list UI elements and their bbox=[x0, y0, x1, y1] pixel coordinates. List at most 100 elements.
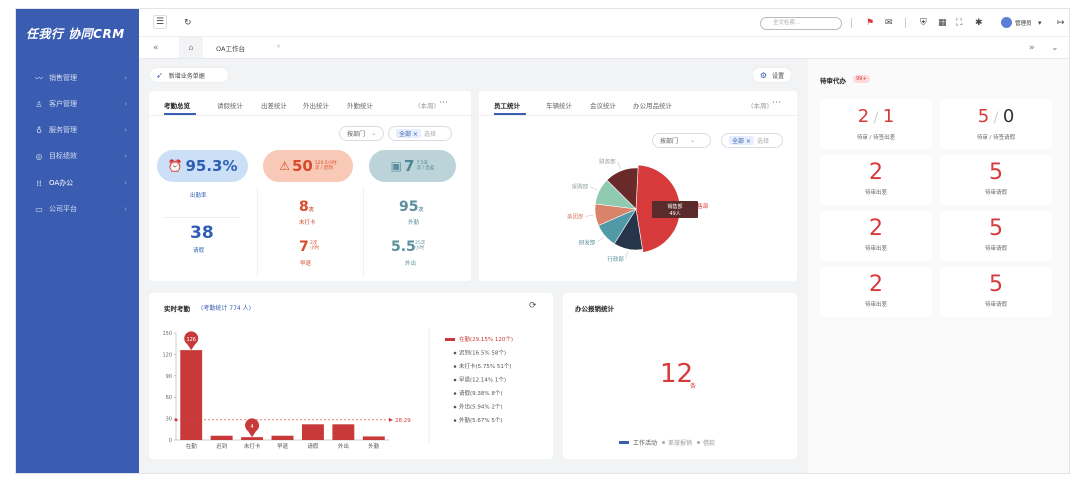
average-line-arrow bbox=[389, 417, 393, 422]
todo-card-trip[interactable]: 2 待审出差 bbox=[820, 211, 932, 261]
sidebar-item-service[interactable]: ♁ 服务管理 › bbox=[16, 117, 139, 143]
sidebar-item-oa[interactable]: ⁞⁞ OA办公 › bbox=[16, 170, 139, 196]
todo-title: 待审代办 bbox=[820, 77, 846, 85]
legend-dot bbox=[453, 405, 457, 409]
expense-unit: 条 bbox=[690, 383, 697, 390]
todo-card-leave-pending-sign[interactable]: 5 / 0 待审 / 待签请假 bbox=[940, 99, 1052, 149]
chevron-right-icon: › bbox=[124, 205, 127, 213]
double-chevron-right-icon[interactable]: » bbox=[1029, 43, 1035, 53]
absent-value: 8次 bbox=[299, 199, 314, 215]
caret-down-icon[interactable]: ▾ bbox=[1038, 19, 1042, 27]
bar bbox=[301, 424, 324, 440]
more-icon[interactable]: ⋯ bbox=[772, 98, 781, 108]
sidebar-item-platform[interactable]: ▭ 公司平台 › bbox=[35, 204, 127, 214]
chevron-right-icon: › bbox=[124, 152, 127, 160]
tab-field-stats[interactable]: 外勤统计 bbox=[347, 102, 373, 110]
filter-tag: 全部 × bbox=[396, 129, 421, 138]
y-tick-label: 90 bbox=[166, 374, 172, 380]
qrcode-icon[interactable]: ▦ bbox=[938, 18, 947, 28]
more-icon[interactable]: ⋯ bbox=[439, 98, 448, 108]
tab-outing-stats[interactable]: 外出统计 bbox=[303, 102, 329, 110]
grid-icon: ⁞⁞ bbox=[36, 178, 42, 188]
y-tick-label: 0 bbox=[169, 438, 172, 444]
sidebar-item-customers[interactable]: ♙ 客户管理 › bbox=[35, 99, 127, 109]
x-tick-label: 迟到 bbox=[216, 442, 227, 450]
tab-bar: « ⌂ OA工作台 × » ⌄ bbox=[139, 37, 1069, 59]
expense-title: 办公报销统计 bbox=[575, 305, 614, 313]
active-tab-underline bbox=[494, 113, 526, 115]
chevron-right-icon: › bbox=[124, 179, 127, 187]
mail-icon[interactable]: ✉ bbox=[885, 18, 893, 28]
legend-item: 外出(5.94% 2个) bbox=[459, 403, 503, 411]
avatar[interactable] bbox=[1001, 17, 1012, 28]
y-tick-label: 120 bbox=[162, 352, 172, 358]
settings-button[interactable]: ⚙ 设置 bbox=[752, 67, 792, 83]
app-window: 任我行 协同CRM 〰销售管理 › ♙ 客户管理 › ♁ 服务管理 › ◎ 目标绩效 › ⁞⁞… bbox=[15, 8, 1070, 474]
double-chevron-left-icon[interactable]: « bbox=[153, 43, 159, 53]
close-icon[interactable]: × bbox=[276, 43, 282, 50]
expense-value: 12 bbox=[660, 359, 694, 389]
menu-toggle-icon[interactable]: ☰ bbox=[153, 15, 167, 29]
shield-icon[interactable]: ⛨ bbox=[920, 18, 927, 28]
divider bbox=[851, 18, 852, 28]
dept-select[interactable]: 按部门 ⌄ bbox=[339, 126, 385, 141]
user-name[interactable]: 管理员 bbox=[1015, 21, 1032, 27]
todo-card-trip[interactable]: 2 待审出差 bbox=[820, 267, 932, 317]
chart-icon: 〰 bbox=[35, 73, 43, 83]
rocket-icon: ➶ bbox=[156, 70, 163, 80]
logout-icon[interactable]: ↦ bbox=[1057, 18, 1065, 28]
tab-leave-stats[interactable]: 请假统计 bbox=[217, 102, 243, 110]
refresh-icon[interactable]: ↻ bbox=[184, 18, 192, 28]
todo-card-trip-pending-sign[interactable]: 2 / 1 待审 / 待签出差 bbox=[820, 99, 932, 149]
x-tick-label: 在勤 bbox=[186, 442, 198, 450]
pie-leader-line bbox=[625, 251, 628, 260]
chevron-down-icon: ⌄ bbox=[690, 137, 696, 144]
todo-card-trip[interactable]: 2 待审出差 bbox=[820, 155, 932, 205]
tab-attendance-overview[interactable]: 考勤总览 bbox=[164, 102, 190, 110]
average-line-label: 28.29 bbox=[395, 418, 411, 424]
todo-panel: 待审代办 99+ 2 / 1 待审 / 待签出差 5 / 0 待审 / 待签请假… bbox=[808, 59, 1069, 473]
filter-select[interactable]: 全部 × 选择 bbox=[388, 126, 452, 141]
leave-label: 请假 bbox=[193, 248, 205, 254]
sidebar-item-sales[interactable]: 〰销售管理 › bbox=[35, 73, 127, 83]
target-icon: ◎ bbox=[35, 151, 43, 161]
dept-select[interactable]: 按部门 ⌄ bbox=[652, 133, 711, 148]
settings-icon[interactable]: ✱ bbox=[975, 18, 983, 28]
filter-select[interactable]: 全部 × 选择 bbox=[721, 133, 783, 148]
tab-supplies-stats[interactable]: 办公用品统计 bbox=[633, 102, 672, 110]
x-tick-label: 请假 bbox=[307, 442, 319, 450]
new-document-button[interactable]: ➶ 新增业务单据 bbox=[149, 67, 229, 83]
todo-card-leave[interactable]: 5 待审请假 bbox=[940, 155, 1052, 205]
todo-card-leave[interactable]: 5 待审请假 bbox=[940, 211, 1052, 261]
average-line-start bbox=[174, 418, 178, 422]
sidebar-item-goals[interactable]: ◎ 目标绩效 › bbox=[35, 151, 128, 161]
tab-vehicle-stats[interactable]: 车辆统计 bbox=[546, 102, 572, 110]
tab-oa-workbench[interactable]: OA工作台 bbox=[216, 45, 245, 53]
fullscreen-icon[interactable]: ⛶ bbox=[956, 18, 963, 28]
divider bbox=[479, 115, 797, 116]
home-icon[interactable]: ⌂ bbox=[179, 37, 203, 58]
outing-unit: 25次 小时 bbox=[415, 241, 426, 251]
brand-logo: 任我行 协同CRM bbox=[26, 26, 125, 41]
todo-card-leave[interactable]: 5 待审请假 bbox=[940, 267, 1052, 317]
marker-pin bbox=[184, 331, 199, 351]
flag-icon[interactable]: ⚑ bbox=[866, 18, 875, 28]
marker-pin bbox=[245, 418, 260, 438]
staff-card: 员工统计 车辆统计 会议统计 办公用品统计 (本周) ⋯ 按部门 ⌄ 全部 × 选择… bbox=[479, 91, 797, 281]
legend-item: 早退(12.14% 1个) bbox=[459, 376, 506, 384]
late-pill: ⚠ 50 120.5小时次 / 迟到 bbox=[263, 150, 353, 182]
filter-tag: 全部 × bbox=[729, 136, 754, 145]
legend-item: 在勤(29.15% 120个) bbox=[459, 335, 513, 343]
tab-trip-stats[interactable]: 出差统计 bbox=[261, 102, 287, 110]
chevron-down-icon[interactable]: ⌄ bbox=[1051, 43, 1059, 53]
y-tick-label: 30 bbox=[166, 417, 172, 423]
outing-label: 外出 bbox=[405, 261, 417, 267]
legend-dot bbox=[453, 392, 457, 395]
tab-staff-stats[interactable]: 员工统计 bbox=[494, 102, 520, 110]
refresh-icon[interactable]: ⟳ bbox=[529, 301, 537, 311]
pie-tooltip bbox=[652, 201, 698, 218]
pie-leader-line bbox=[617, 161, 621, 169]
y-tick-label: 150 bbox=[162, 331, 172, 337]
search-input[interactable]: 全文检索... bbox=[760, 17, 842, 30]
tab-meeting-stats[interactable]: 会议统计 bbox=[590, 102, 616, 110]
